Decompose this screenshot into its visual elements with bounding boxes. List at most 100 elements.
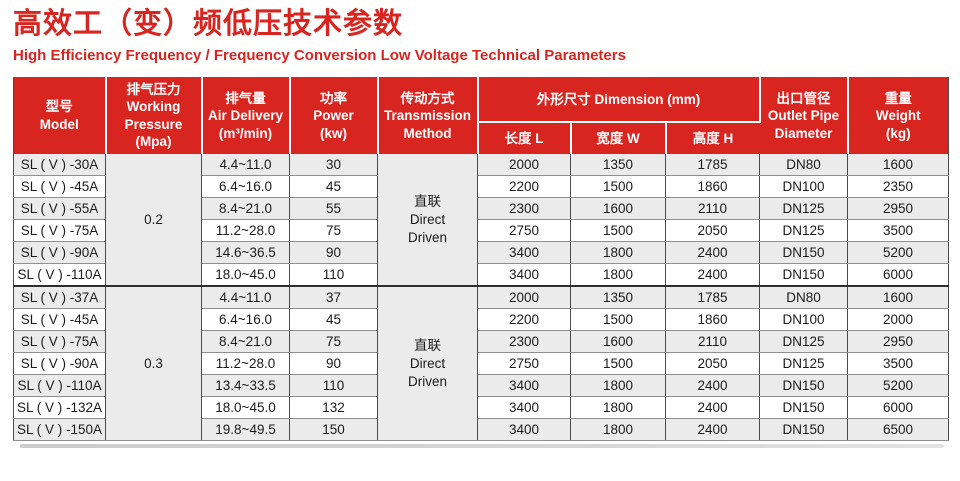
height-cell: 1785 <box>665 154 760 177</box>
power-cell: 132 <box>289 396 378 420</box>
header-air-delivery: 排气量 Air Delivery (m³/min) <box>201 77 291 155</box>
height-cell: 2110 <box>665 330 760 354</box>
length-cell: 2200 <box>477 175 571 199</box>
page-title: 高效工（变）频低压技术参数 <box>13 8 404 40</box>
spec-row: SL ( V ) -45A 6.4~16.0 45 2200 1500 1860 DN100… <box>13 175 949 199</box>
header-power: 功率 Power (kw) <box>289 77 379 155</box>
air-delivery-cell: 14.6~36.5 <box>201 241 290 265</box>
model-cell: SL ( V ) -132A <box>13 396 106 420</box>
height-cell: 2400 <box>665 396 760 420</box>
header-working-pressure: 排气压力 Working Pressure (Mpa) <box>105 77 203 155</box>
width-cell: 1350 <box>570 286 666 310</box>
model-cell: SL ( V ) -45A <box>13 308 106 332</box>
spec-row: SL ( V ) -37A 0.3 4.4~11.0 37 直联 Direct Driv… <box>13 286 949 442</box>
model-cell: SL ( V ) -90A <box>13 352 106 376</box>
header-model: 型号 Model <box>13 77 107 155</box>
height-cell: 1860 <box>665 308 760 332</box>
power-cell: 37 <box>289 286 378 310</box>
outlet-pipe-cell: DN150 <box>759 263 848 287</box>
power-cell: 110 <box>289 263 378 287</box>
width-cell: 1600 <box>570 330 666 354</box>
outlet-pipe-cell: DN150 <box>759 418 848 442</box>
power-cell: 75 <box>289 219 378 243</box>
weight-cell: 3500 <box>847 219 949 243</box>
power-cell: 90 <box>289 241 378 265</box>
model-cell: SL ( V ) -55A <box>13 197 106 221</box>
height-cell: 2400 <box>665 374 760 398</box>
length-cell: 3400 <box>477 396 571 420</box>
width-cell: 1500 <box>570 175 666 199</box>
weight-cell: 5200 <box>847 374 949 398</box>
weight-cell: 2950 <box>847 197 949 221</box>
air-delivery-cell: 13.4~33.5 <box>201 374 290 398</box>
air-delivery-cell: 6.4~16.0 <box>201 175 290 199</box>
spec-row: SL ( V ) -90A 14.6~36.5 90 3400 1800 2400 DN15… <box>13 241 949 265</box>
weight-cell: 2350 <box>847 175 949 199</box>
spec-row: SL ( V ) -45A 6.4~16.0 45 2200 1500 1860 DN100… <box>13 308 949 332</box>
header-height: 高度 H <box>665 122 760 155</box>
width-cell: 1500 <box>570 308 666 332</box>
outlet-pipe-cell: DN80 <box>759 286 848 310</box>
power-cell: 90 <box>289 352 378 376</box>
height-cell: 2110 <box>665 197 760 221</box>
model-cell: SL ( V ) -110A <box>13 374 106 398</box>
outlet-pipe-cell: DN125 <box>759 197 848 221</box>
power-cell: 110 <box>289 374 378 398</box>
air-delivery-cell: 18.0~45.0 <box>201 396 290 420</box>
length-cell: 2300 <box>477 197 571 221</box>
header-weight: 重量 Weight (kg) <box>847 77 949 155</box>
height-cell: 2050 <box>665 352 760 376</box>
air-delivery-cell: 18.0~45.0 <box>201 263 290 287</box>
power-cell: 75 <box>289 330 378 354</box>
weight-cell: 6500 <box>847 418 949 442</box>
width-cell: 1500 <box>570 219 666 243</box>
width-cell: 1800 <box>570 418 666 442</box>
air-delivery-cell: 8.4~21.0 <box>201 197 290 221</box>
spec-row: SL ( V ) -75A 8.4~21.0 75 2300 1600 2110 DN125… <box>13 330 949 354</box>
model-cell: SL ( V ) -75A <box>13 219 106 243</box>
height-cell: 2050 <box>665 219 760 243</box>
spec-row: SL ( V ) -30A 0.2 4.4~11.0 30 直联 Direct Driv… <box>13 154 949 287</box>
air-delivery-cell: 11.2~28.0 <box>201 352 290 376</box>
spec-row: SL ( V ) -90A 11.2~28.0 90 2750 1500 2050 DN12… <box>13 352 949 376</box>
length-cell: 2000 <box>477 154 571 177</box>
header-length: 长度 L <box>477 122 572 155</box>
width-cell: 1800 <box>570 396 666 420</box>
model-cell: SL ( V ) -37A <box>13 286 106 310</box>
length-cell: 3400 <box>477 241 571 265</box>
spec-row: SL ( V ) -150A 19.8~49.5 150 3400 1800 2400 DN… <box>13 418 949 442</box>
header-dimension: 外形尺寸 Dimension (mm) <box>477 77 761 124</box>
spec-row: SL ( V ) -75A 11.2~28.0 75 2750 1500 2050 DN12… <box>13 219 949 243</box>
width-cell: 1800 <box>570 374 666 398</box>
table-header: 型号 Model 排气压力 Working Pressure (Mpa) 排气量… <box>13 77 949 155</box>
height-cell: 2400 <box>665 418 760 442</box>
length-cell: 2000 <box>477 286 571 310</box>
pressure-group-0.3: SL ( V ) -37A 0.3 4.4~11.0 37 直联 Direct Driv… <box>13 286 949 442</box>
outlet-pipe-cell: DN150 <box>759 241 848 265</box>
transmission-cell: 直联 Direct Driven <box>377 154 478 287</box>
page-edge-shadow <box>20 444 944 449</box>
weight-cell: 6000 <box>847 263 949 287</box>
air-delivery-cell: 4.4~11.0 <box>201 286 290 310</box>
power-cell: 45 <box>289 308 378 332</box>
pressure-group-0.2: SL ( V ) -30A 0.2 4.4~11.0 30 直联 Direct Driv… <box>13 154 949 287</box>
outlet-pipe-cell: DN125 <box>759 352 848 376</box>
outlet-pipe-cell: DN125 <box>759 330 848 354</box>
air-delivery-cell: 6.4~16.0 <box>201 308 290 332</box>
power-cell: 30 <box>289 154 378 177</box>
width-cell: 1500 <box>570 352 666 376</box>
length-cell: 2750 <box>477 219 571 243</box>
width-cell: 1600 <box>570 197 666 221</box>
width-cell: 1800 <box>570 263 666 287</box>
spec-table: 型号 Model 排气压力 Working Pressure (Mpa) 排气量… <box>13 77 949 442</box>
model-cell: SL ( V ) -110A <box>13 263 106 287</box>
outlet-pipe-cell: DN100 <box>759 308 848 332</box>
power-cell: 150 <box>289 418 378 442</box>
outlet-pipe-cell: DN100 <box>759 175 848 199</box>
model-cell: SL ( V ) -90A <box>13 241 106 265</box>
height-cell: 1785 <box>665 286 760 310</box>
model-cell: SL ( V ) -150A <box>13 418 106 442</box>
working-pressure-cell: 0.3 <box>105 286 202 442</box>
page-subtitle: High Efficiency Frequency / Frequency Co… <box>13 47 626 65</box>
model-cell: SL ( V ) -75A <box>13 330 106 354</box>
